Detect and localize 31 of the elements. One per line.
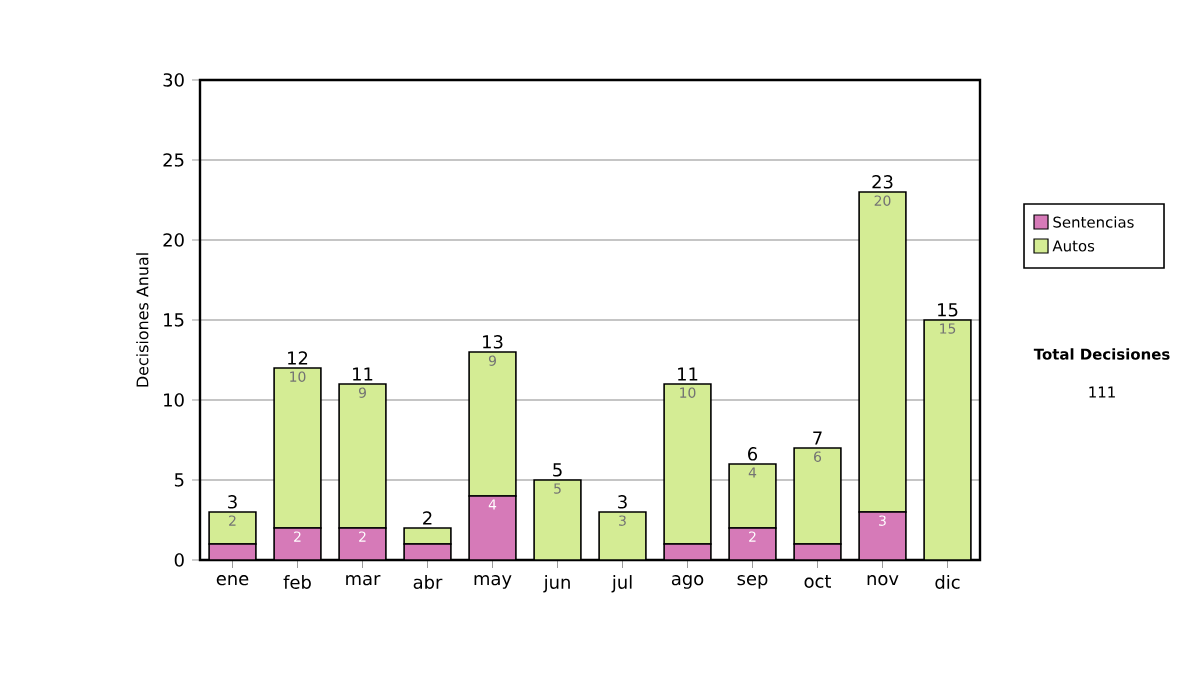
y-tick-label: 15 — [164, 313, 184, 327]
total-label: 3 — [618, 495, 627, 509]
x-tick-label: ene — [216, 575, 249, 586]
x-tick-label: feb — [283, 575, 311, 589]
x-tick-label: dic — [935, 575, 960, 589]
x-tick-label: ago — [671, 575, 704, 589]
total-label: 11 — [678, 367, 698, 381]
total-label: 15 — [938, 303, 958, 317]
y-tick-label: 0 — [174, 553, 184, 567]
x-tick-label: oct — [804, 575, 832, 588]
x-tick-label: sep — [737, 575, 768, 589]
y-tick-label: 20 — [163, 233, 184, 247]
y-tick-label: 10 — [164, 393, 184, 407]
y-tick-label: 25 — [163, 153, 184, 167]
total-label: 2 — [423, 511, 432, 525]
total-label: 12 — [288, 351, 308, 365]
total-label: 13 — [483, 335, 503, 349]
x-tick-label: jul — [611, 575, 632, 593]
total-label: 23 — [872, 175, 893, 189]
x-tick-label: jun — [543, 575, 570, 593]
x-tick-label: nov — [867, 575, 899, 586]
x-tick-label: may — [474, 575, 512, 589]
total-label: 7 — [813, 431, 822, 445]
total-label: 11 — [353, 367, 373, 381]
x-tick-label: abr — [413, 575, 443, 589]
x-tick-label: mar — [346, 575, 381, 586]
y-tick-label: 30 — [163, 73, 184, 87]
total-label: 6 — [748, 447, 758, 461]
total-label: 5 — [553, 463, 562, 477]
y-tick-label: 5 — [174, 473, 184, 487]
total-label: 3 — [228, 495, 237, 509]
